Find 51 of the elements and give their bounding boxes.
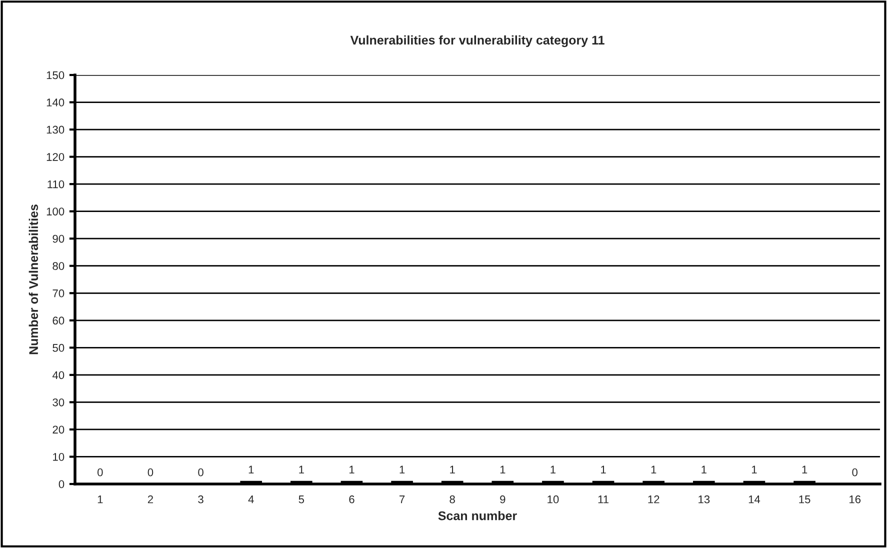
x-tick-label: 10 (548, 495, 559, 504)
x-tick-label: 3 (198, 495, 204, 504)
y-tick-label: 20 (52, 426, 64, 434)
x-tick-label: 6 (349, 495, 354, 504)
x-tick-label: 13 (698, 495, 710, 504)
data-label: 1 (248, 466, 254, 474)
y-tick-label: 150 (46, 71, 64, 80)
y-tick-label: 90 (52, 234, 64, 243)
data-label: 0 (148, 468, 154, 476)
y-tick-label: 30 (52, 398, 64, 406)
y-tick-label: 140 (46, 98, 64, 106)
x-tick-label: 4 (248, 496, 254, 504)
data-label: 1 (299, 466, 304, 474)
y-tick-label: 60 (52, 316, 64, 325)
data-label: 0 (98, 468, 103, 476)
data-label: 1 (450, 466, 455, 474)
data-label: 1 (752, 466, 757, 474)
data-label: 1 (349, 466, 354, 474)
x-tick-label: 2 (148, 495, 153, 504)
data-label: 1 (802, 466, 808, 474)
y-tick-label: 50 (52, 344, 64, 352)
data-label: 0 (852, 468, 858, 476)
x-tick-label: 7 (400, 496, 405, 504)
x-tick-label: 9 (500, 495, 506, 504)
y-tick-label: 130 (46, 126, 64, 134)
x-tick-label: 12 (648, 495, 660, 504)
x-tick-label: 15 (799, 496, 810, 504)
x-tick-label: 11 (598, 496, 609, 504)
data-label: 1 (400, 466, 405, 474)
y-tick-label: 120 (46, 153, 64, 161)
data-label: 0 (198, 468, 204, 476)
x-tick-label: 5 (298, 496, 304, 504)
x-axis-title: Scan number (438, 511, 517, 520)
y-tick-label: 80 (52, 262, 64, 270)
y-tick-label: 0 (58, 480, 64, 488)
data-label: 1 (550, 466, 556, 474)
data-label: 1 (651, 466, 656, 474)
y-tick-label: 110 (48, 180, 64, 188)
x-tick-label: 8 (450, 495, 455, 504)
y-tick-label: 100 (46, 208, 64, 216)
data-label: 1 (702, 466, 706, 474)
x-tick-label: 16 (850, 495, 861, 504)
x-tick-label: 14 (748, 496, 760, 504)
x-tick-label: 1 (98, 496, 103, 504)
chart-title: Vulnerabilities for vulnerability category 11 (350, 35, 604, 48)
data-label: 1 (601, 466, 606, 474)
y-tick-label: 40 (52, 371, 64, 380)
data-label: 1 (500, 466, 506, 474)
y-tick-label: 70 (52, 289, 64, 298)
y-axis-title: Number of Vulnerabilities (28, 204, 38, 354)
y-tick-label: 10 (53, 453, 64, 461)
